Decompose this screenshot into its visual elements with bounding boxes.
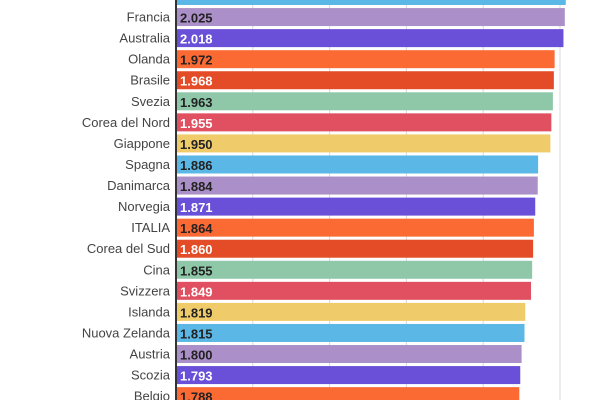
- data-label: 1.819: [180, 305, 213, 320]
- bar: [176, 218, 534, 237]
- data-label: 1.963: [180, 95, 213, 110]
- data-label: 1.788: [180, 390, 213, 400]
- data-label: 1.884: [180, 179, 213, 194]
- data-label: 1.815: [180, 326, 213, 341]
- category-label: Islanda: [128, 304, 171, 319]
- category-label: Francia: [127, 10, 171, 25]
- data-label: 1.849: [180, 284, 213, 299]
- data-label: 1.955: [180, 116, 213, 131]
- category-label: Brasile: [130, 73, 170, 88]
- data-label: 1.864: [180, 221, 213, 236]
- category-label: Corea del Sud: [87, 241, 170, 256]
- data-label: 1.968: [180, 74, 213, 89]
- bar: [176, 387, 520, 400]
- category-label: Spagna: [125, 157, 171, 172]
- category-label: Cina: [143, 262, 171, 277]
- bar: [176, 176, 538, 195]
- category-label: Svizzera: [120, 283, 171, 298]
- bar: [176, 281, 532, 300]
- category-label: Norvegia: [118, 199, 171, 214]
- category-label: Svezia: [131, 94, 171, 109]
- bar: [176, 323, 525, 342]
- category-label: Australia: [119, 31, 170, 46]
- bar: [176, 50, 555, 69]
- bar: [176, 366, 521, 385]
- data-label: 1.855: [180, 263, 213, 278]
- data-label: 2.025: [180, 11, 213, 26]
- category-label: Olanda: [128, 52, 171, 67]
- bar: [176, 260, 533, 279]
- bar: [176, 345, 522, 364]
- data-label: 1.886: [180, 158, 213, 173]
- bar: [176, 155, 539, 174]
- bar: [176, 239, 534, 258]
- data-label: 1.972: [180, 53, 213, 68]
- category-label: ITALIA: [131, 220, 170, 235]
- category-label: Giappone: [114, 136, 170, 151]
- bar: [176, 113, 552, 132]
- data-label: 1.860: [180, 242, 213, 257]
- category-label: Austria: [130, 347, 171, 362]
- bar: [176, 29, 564, 48]
- bar: [176, 0, 566, 5]
- data-label: 1.800: [180, 348, 213, 363]
- data-label: 1.793: [180, 369, 213, 384]
- category-label: Scozia: [131, 368, 171, 383]
- bar: [176, 134, 551, 153]
- bar: [176, 92, 553, 111]
- category-label: Nuova Zelanda: [82, 325, 171, 340]
- category-label: Belgio: [134, 389, 170, 400]
- bar: [176, 8, 565, 27]
- category-label: Corea del Nord: [82, 115, 170, 130]
- bar: [176, 71, 554, 90]
- category-label: Danimarca: [107, 178, 171, 193]
- bar: [176, 302, 526, 321]
- bar: [176, 197, 536, 216]
- data-label: 1.950: [180, 137, 213, 152]
- data-label: 1.871: [180, 200, 213, 215]
- data-label: 2.018: [180, 32, 213, 47]
